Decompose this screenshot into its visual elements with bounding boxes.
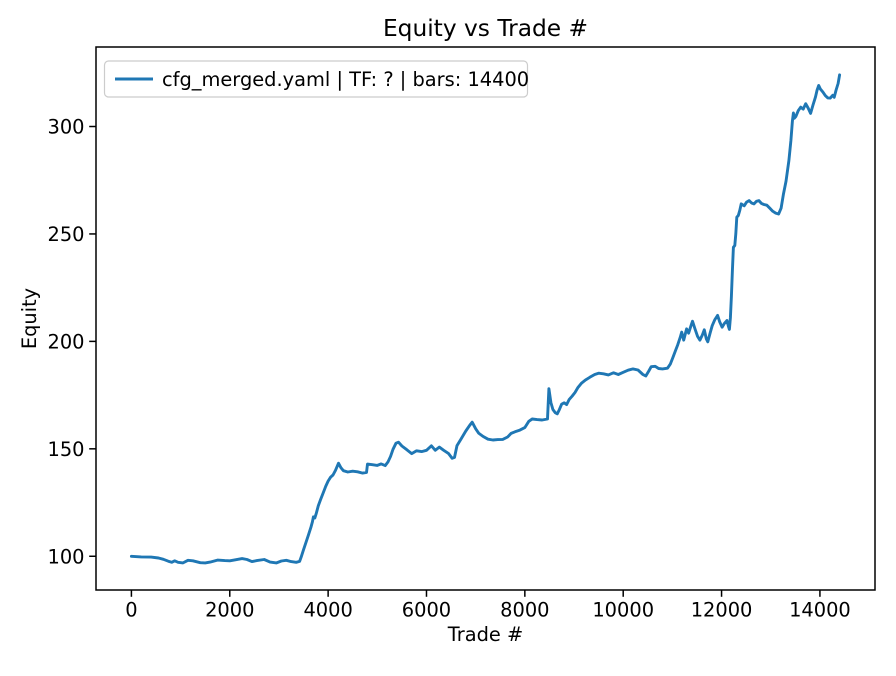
- x-axis-ticks: 0 2000 4000 6000 8000 10000 12000 14000: [125, 590, 851, 622]
- y-axis-label: Equity: [18, 288, 41, 349]
- equity-curve: [129, 73, 842, 565]
- legend: cfg_merged.yaml | TF: ? | bars: 14400: [103, 60, 529, 98]
- x-tick-label: 4000: [303, 599, 352, 622]
- y-tick-label: 150: [47, 438, 84, 461]
- plot-area: [95, 46, 876, 591]
- x-tick-label: 6000: [402, 599, 451, 622]
- y-tick-label: 300: [47, 116, 84, 139]
- x-tick-label: 10000: [592, 599, 654, 622]
- x-tick-label: 8000: [500, 599, 549, 622]
- legend-label: cfg_merged.yaml | TF: ? | bars: 14400: [162, 68, 529, 91]
- x-tick-label: 0: [125, 599, 137, 622]
- y-tick-label: 200: [47, 330, 84, 353]
- x-tick-label: 14000: [789, 599, 851, 622]
- y-axis-ticks: 100 150 200 250 300: [47, 116, 96, 568]
- x-tick-label: 12000: [691, 599, 753, 622]
- y-tick-label: 250: [47, 223, 84, 246]
- x-axis-label: Trade #: [447, 623, 524, 646]
- x-tick-label: 2000: [205, 599, 254, 622]
- legend-box: [103, 60, 529, 98]
- y-tick-label: 100: [47, 545, 84, 568]
- chart-title: Equity vs Trade #: [383, 15, 588, 42]
